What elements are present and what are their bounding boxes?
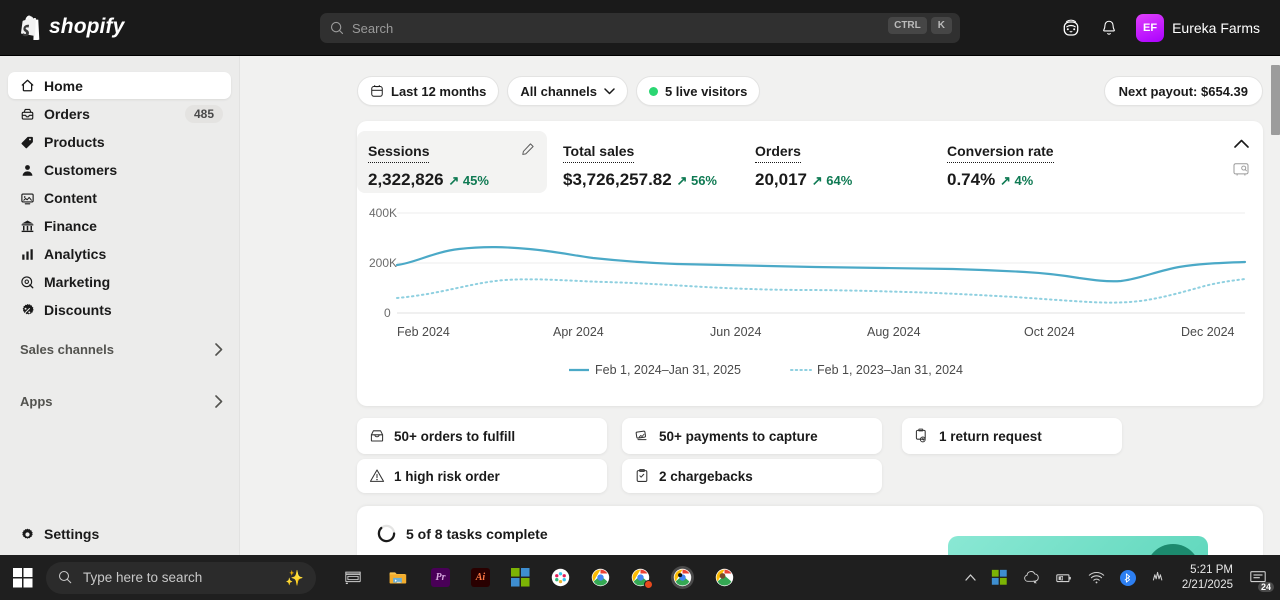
svg-text:Dec 2024: Dec 2024 [1181, 325, 1235, 339]
svg-text:Feb 1, 2024–Jan 31, 2025: Feb 1, 2024–Jan 31, 2025 [595, 363, 741, 377]
svg-text:Apr 2024: Apr 2024 [553, 325, 604, 339]
svg-text:Aug 2024: Aug 2024 [867, 325, 921, 339]
svg-text:Jun 2024: Jun 2024 [710, 325, 761, 339]
svg-text:Feb 1, 2023–Jan 31, 2024: Feb 1, 2023–Jan 31, 2024 [817, 363, 963, 377]
svg-text:400K: 400K [369, 206, 397, 220]
svg-text:0: 0 [384, 306, 391, 320]
svg-text:Oct 2024: Oct 2024 [1024, 325, 1075, 339]
svg-text:200K: 200K [369, 256, 397, 270]
svg-text:Feb 2024: Feb 2024 [397, 325, 450, 339]
